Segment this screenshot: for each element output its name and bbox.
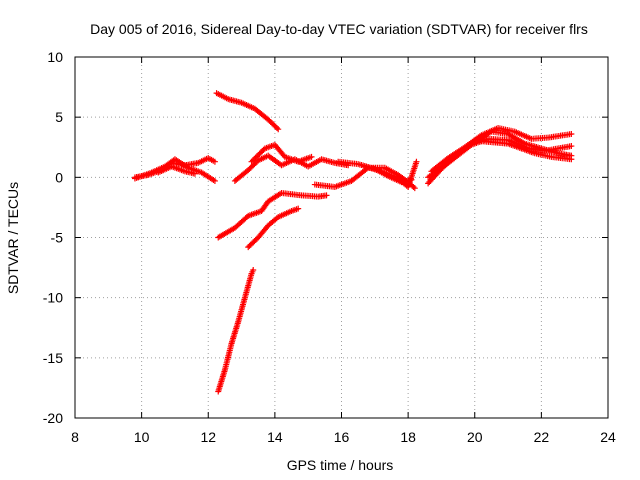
y-axis-label: SDTVAR / TECUs xyxy=(5,182,21,294)
series-arc-n xyxy=(428,124,575,175)
data-point xyxy=(255,152,262,159)
x-tick-label: 22 xyxy=(534,429,550,445)
data-point xyxy=(248,158,255,165)
x-tick-label: 20 xyxy=(467,429,483,445)
data-point xyxy=(568,131,575,138)
axes xyxy=(74,56,609,419)
data-point xyxy=(568,156,575,163)
data-point xyxy=(191,170,198,177)
y-tick-label: -5 xyxy=(51,230,64,246)
chart-title: Day 005 of 2016, Sidereal Day-to-day VTE… xyxy=(90,21,588,37)
x-tick-label: 8 xyxy=(71,429,79,445)
data-point xyxy=(259,148,266,155)
data-point xyxy=(211,177,218,184)
plot-frame xyxy=(74,56,609,419)
data-point xyxy=(273,124,280,131)
x-tick-label: 14 xyxy=(267,429,283,445)
data-point xyxy=(323,192,330,199)
series-arc-f xyxy=(215,266,257,395)
data-point xyxy=(251,156,258,163)
series-arc-e xyxy=(215,189,330,241)
y-tick-label: -20 xyxy=(43,410,63,426)
tick-labels: 8 10 12 14 16 18 20 22 24 10 5 0 -5 -10 -15 -20 xyxy=(43,49,616,445)
series-arc-c xyxy=(155,163,198,177)
grid xyxy=(75,57,608,418)
data-point xyxy=(308,153,315,160)
x-tick-label: 12 xyxy=(200,429,216,445)
data-point xyxy=(413,158,420,165)
y-tick-label: 0 xyxy=(55,169,63,185)
series-arc-l xyxy=(361,158,420,190)
x-tick-label: 16 xyxy=(334,429,350,445)
data-point xyxy=(257,149,264,156)
y-tick-label: 5 xyxy=(55,109,63,125)
data-points xyxy=(131,90,575,395)
data-point xyxy=(411,185,418,192)
data-point xyxy=(252,154,259,161)
data-point xyxy=(211,158,218,165)
x-tick-label: 24 xyxy=(600,429,616,445)
data-point xyxy=(250,266,257,273)
data-point xyxy=(275,126,282,133)
x-tick-label: 10 xyxy=(134,429,150,445)
y-tick-label: -10 xyxy=(43,290,63,306)
series-arc-g xyxy=(245,205,302,251)
y-tick-label: 10 xyxy=(47,49,63,65)
series-arc-p xyxy=(478,138,575,163)
x-tick-label: 18 xyxy=(400,429,416,445)
data-point xyxy=(253,153,260,160)
x-axis-label: GPS time / hours xyxy=(287,457,394,473)
series-arc-d xyxy=(213,90,282,133)
data-point xyxy=(410,183,417,190)
data-point xyxy=(249,157,256,164)
series-arc-i xyxy=(248,141,315,165)
y-tick-label: -15 xyxy=(43,350,63,366)
data-point xyxy=(295,205,302,212)
data-point xyxy=(568,143,575,150)
data-point xyxy=(256,150,263,157)
